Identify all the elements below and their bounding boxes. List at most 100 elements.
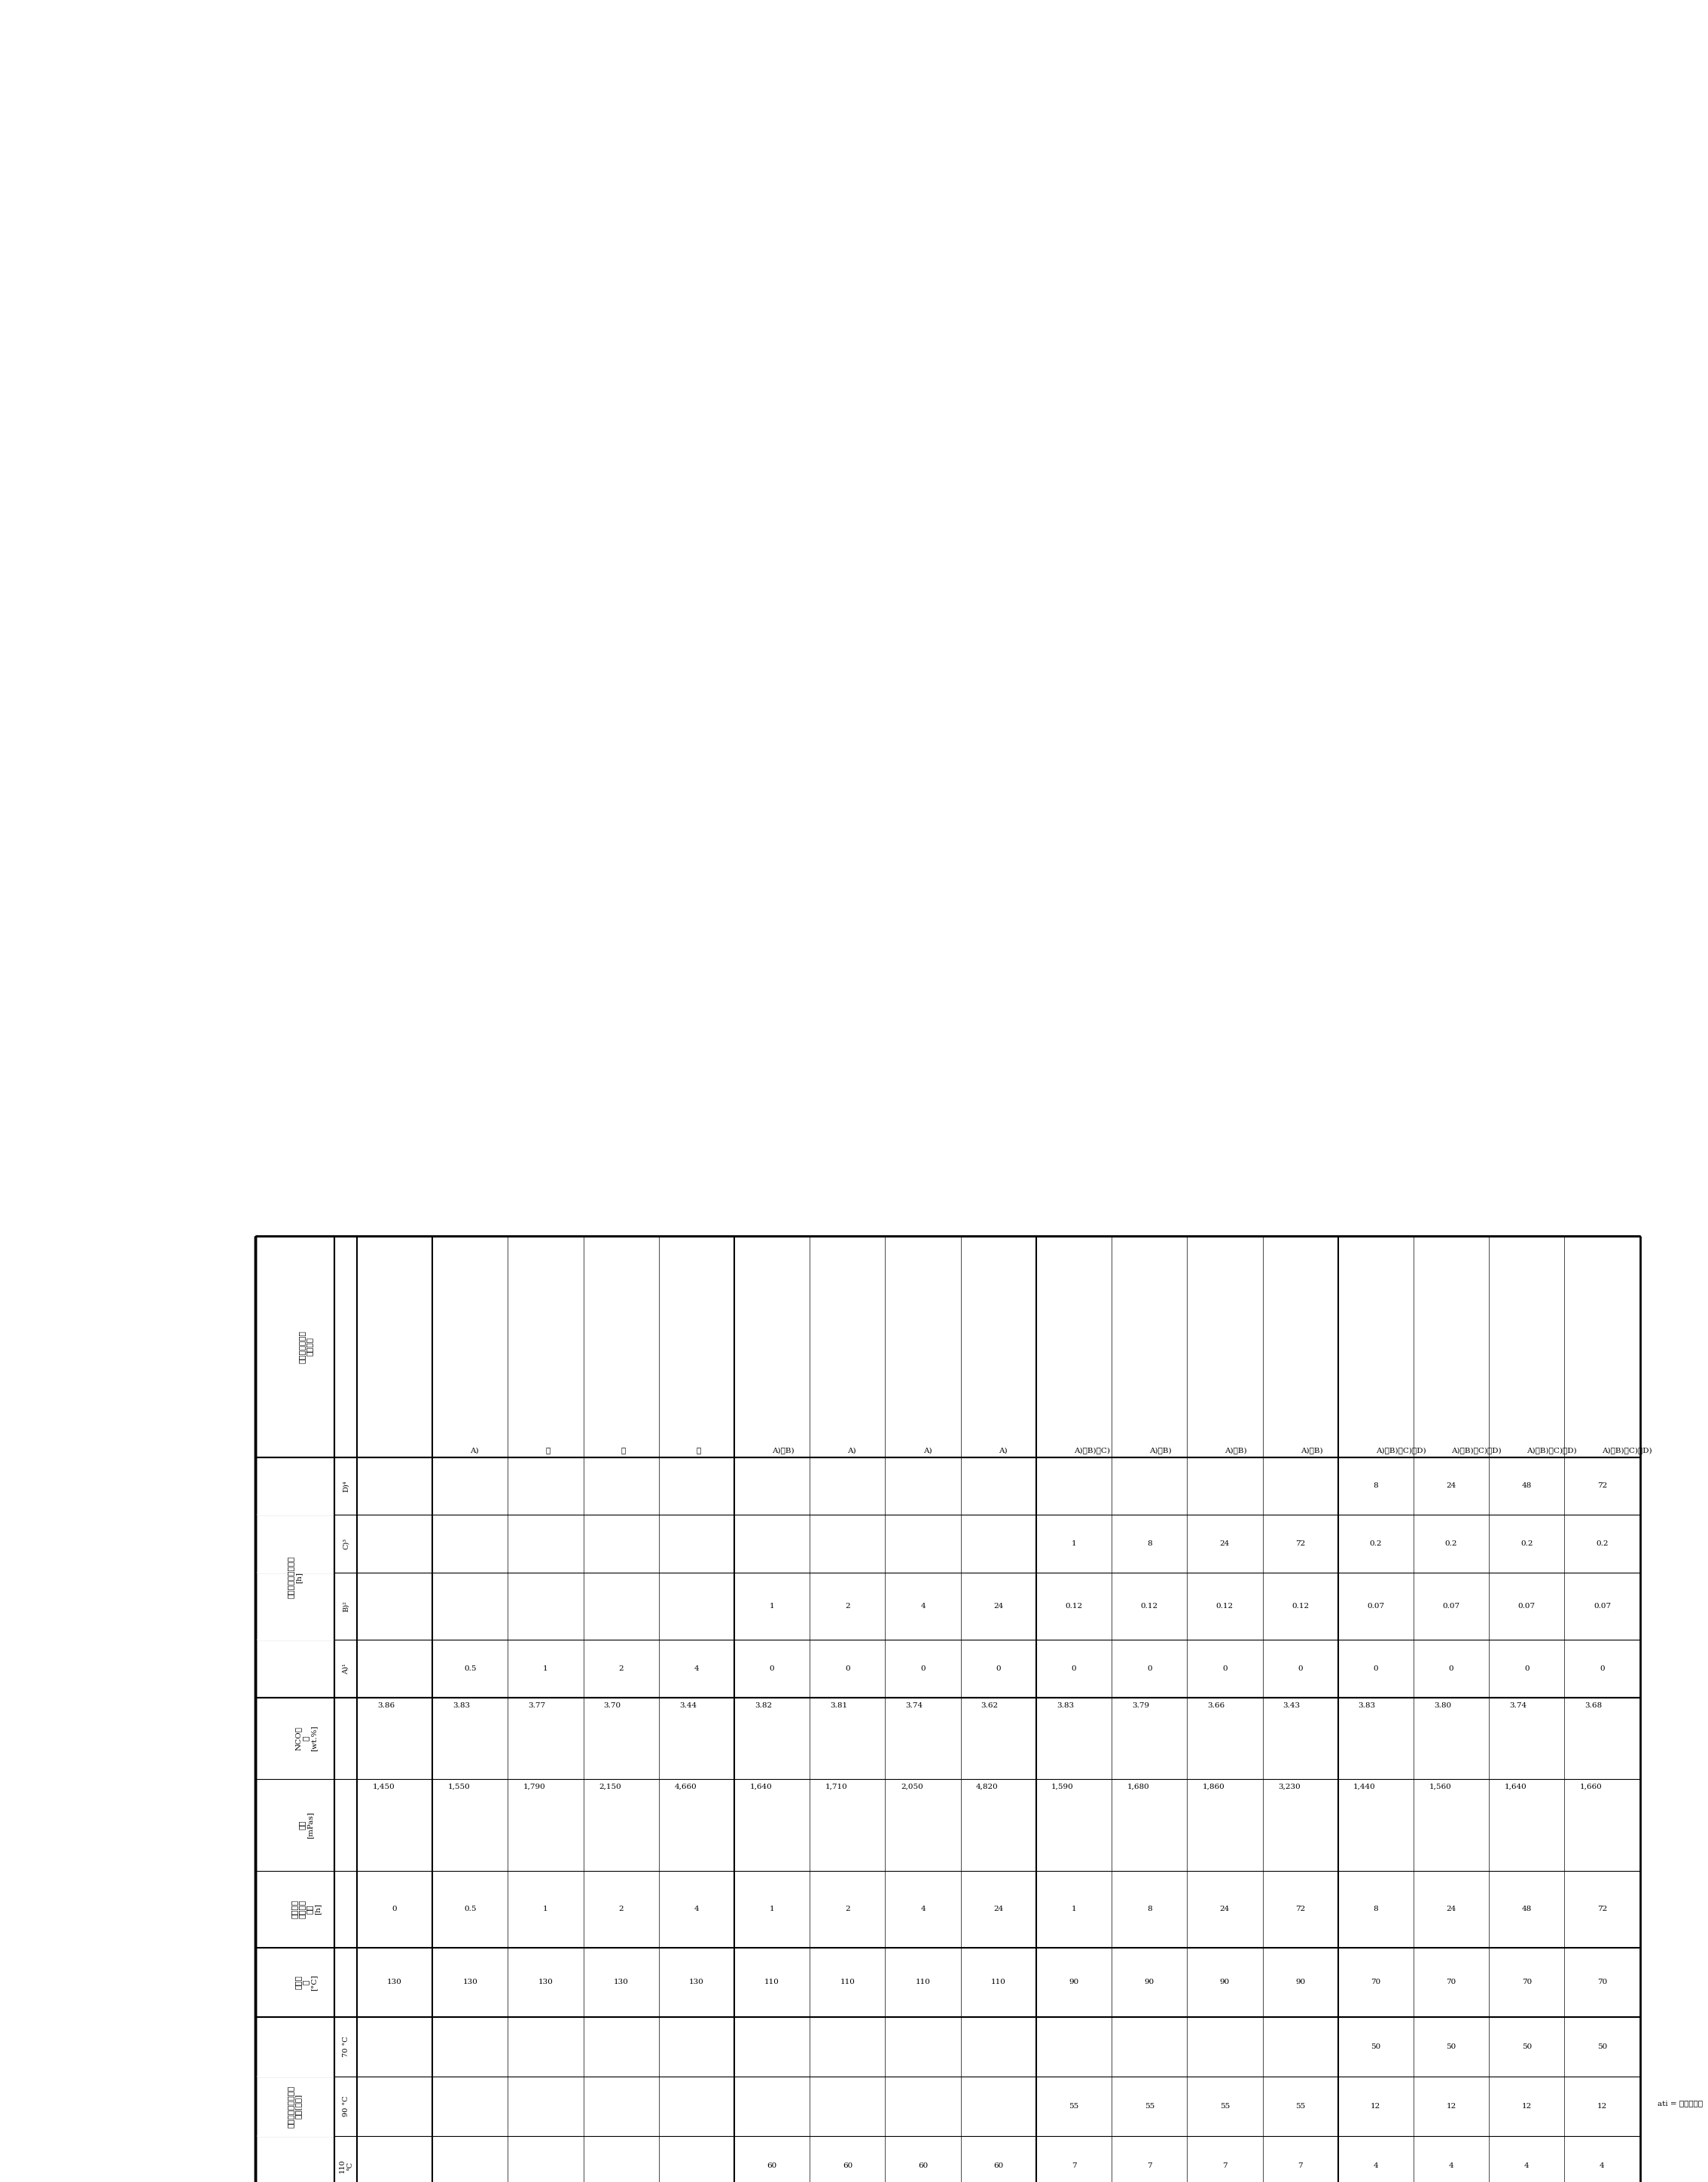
Text: 0.07: 0.07 xyxy=(1518,1604,1535,1610)
Text: 1,860: 1,860 xyxy=(1202,1783,1225,1791)
Text: 0: 0 xyxy=(1448,1665,1454,1671)
Text: 1,660: 1,660 xyxy=(1580,1783,1602,1791)
Text: 110: 110 xyxy=(915,1979,931,1986)
Text: 1,550: 1,550 xyxy=(447,1783,470,1791)
Text: 0: 0 xyxy=(845,1665,851,1671)
Text: 60: 60 xyxy=(767,2162,777,2169)
Text: 3.82: 3.82 xyxy=(755,1702,772,1709)
Text: 0.2: 0.2 xyxy=(1595,1540,1609,1547)
Text: 3.74: 3.74 xyxy=(1510,1702,1527,1709)
Text: 130: 130 xyxy=(613,1979,629,1986)
Text: 满足在温度段的
停留时间: 满足在温度段的 停留时间 xyxy=(299,1331,313,1364)
Text: 72: 72 xyxy=(1597,1905,1607,1914)
Text: 0: 0 xyxy=(770,1665,774,1671)
Text: 8: 8 xyxy=(1373,1905,1378,1914)
Text: 4: 4 xyxy=(1448,2162,1454,2169)
Text: 4,820: 4,820 xyxy=(975,1783,999,1791)
Text: 90: 90 xyxy=(1220,1979,1230,1986)
Text: 110: 110 xyxy=(991,1979,1006,1986)
Text: 2: 2 xyxy=(618,1665,623,1671)
Text: 24: 24 xyxy=(994,1604,1003,1610)
Text: 8: 8 xyxy=(1146,1540,1151,1547)
Text: A): A) xyxy=(470,1447,478,1453)
Text: 4: 4 xyxy=(693,1905,699,1914)
Text: 60: 60 xyxy=(917,2162,927,2169)
Text: 1: 1 xyxy=(543,1665,548,1671)
Text: 1,440: 1,440 xyxy=(1353,1783,1375,1791)
Text: 70 °C: 70 °C xyxy=(342,2036,348,2058)
Text: 72: 72 xyxy=(1597,1482,1607,1490)
Text: ati = 根据本发明: ati = 根据本发明 xyxy=(1657,2099,1703,2106)
Text: A): A) xyxy=(847,1447,856,1453)
Text: 0.2: 0.2 xyxy=(1445,1540,1457,1547)
Text: 无: 无 xyxy=(622,1447,625,1453)
Text: 0.5: 0.5 xyxy=(465,1905,477,1914)
Text: A): A) xyxy=(999,1447,1008,1453)
Text: 0: 0 xyxy=(1373,1665,1378,1671)
Text: 4: 4 xyxy=(1373,2162,1378,2169)
Text: 1,680: 1,680 xyxy=(1127,1783,1149,1791)
Text: 50: 50 xyxy=(1447,2042,1457,2051)
Text: D)⁴: D)⁴ xyxy=(342,1479,348,1492)
Text: 达到以下温度的冷却
时间[分钟]: 达到以下温度的冷却 时间[分钟] xyxy=(287,2086,302,2127)
Text: 55: 55 xyxy=(1144,2103,1155,2110)
Text: A)、B)、C)和D): A)、B)、C)和D) xyxy=(1602,1447,1652,1453)
Text: 4: 4 xyxy=(921,1905,926,1914)
Text: 7: 7 xyxy=(1298,2162,1303,2169)
Text: 2: 2 xyxy=(845,1604,851,1610)
Text: 0.2: 0.2 xyxy=(1520,1540,1532,1547)
Text: 3.86: 3.86 xyxy=(377,1702,395,1709)
Text: 24: 24 xyxy=(1447,1482,1457,1490)
Text: 7: 7 xyxy=(1223,2162,1228,2169)
Text: 3.66: 3.66 xyxy=(1208,1702,1225,1709)
Text: 1,790: 1,790 xyxy=(523,1783,545,1791)
Text: 7: 7 xyxy=(1071,2162,1076,2169)
Text: 130: 130 xyxy=(688,1979,704,1986)
Text: 粘度
[mPas]: 粘度 [mPas] xyxy=(299,1811,313,1839)
Text: 60: 60 xyxy=(994,2162,1003,2169)
Text: 2,150: 2,150 xyxy=(600,1783,622,1791)
Text: 3.70: 3.70 xyxy=(603,1702,622,1709)
Text: 24: 24 xyxy=(1447,1905,1457,1914)
Text: 90 °C: 90 °C xyxy=(342,2097,348,2117)
Text: 90: 90 xyxy=(1144,1979,1155,1986)
Text: 4: 4 xyxy=(1600,2162,1604,2169)
Text: 48: 48 xyxy=(1522,1905,1532,1914)
Text: 0.12: 0.12 xyxy=(1291,1604,1308,1610)
Text: 1,450: 1,450 xyxy=(372,1783,395,1791)
Text: 12: 12 xyxy=(1522,2103,1532,2110)
Text: 0: 0 xyxy=(1524,1665,1529,1671)
Text: 130: 130 xyxy=(463,1979,478,1986)
Text: A)、B)、C)和D): A)、B)、C)和D) xyxy=(1527,1447,1576,1453)
Text: 60: 60 xyxy=(842,2162,852,2169)
Text: 7: 7 xyxy=(1146,2162,1151,2169)
Text: 3.74: 3.74 xyxy=(905,1702,922,1709)
Text: 130: 130 xyxy=(538,1979,553,1986)
Text: 90: 90 xyxy=(1295,1979,1305,1986)
Text: 8: 8 xyxy=(1373,1482,1378,1490)
Text: A): A) xyxy=(922,1447,933,1453)
Text: 1: 1 xyxy=(1071,1540,1076,1547)
Text: 0: 0 xyxy=(996,1665,1001,1671)
Text: 1,640: 1,640 xyxy=(750,1783,772,1791)
Text: 2: 2 xyxy=(618,1905,623,1914)
Text: 72: 72 xyxy=(1295,1905,1305,1914)
Text: 55: 55 xyxy=(1220,2103,1230,2110)
Text: 3.83: 3.83 xyxy=(453,1702,470,1709)
Text: 4: 4 xyxy=(693,1665,699,1671)
Text: 2,050: 2,050 xyxy=(900,1783,922,1791)
Text: 110
°C: 110 °C xyxy=(338,2160,354,2173)
Text: 12: 12 xyxy=(1372,2103,1380,2110)
Text: 70: 70 xyxy=(1522,1979,1532,1986)
Text: 0: 0 xyxy=(1146,1665,1151,1671)
Text: NCO含
量
[wt.%]: NCO含 量 [wt.%] xyxy=(295,1726,318,1752)
Text: 70: 70 xyxy=(1597,1979,1607,1986)
Text: 12: 12 xyxy=(1597,2103,1607,2110)
Text: 72: 72 xyxy=(1295,1540,1305,1547)
Text: 130: 130 xyxy=(388,1979,401,1986)
Text: 0: 0 xyxy=(921,1665,926,1671)
Text: 70: 70 xyxy=(1372,1979,1380,1986)
Text: 110: 110 xyxy=(765,1979,779,1986)
Text: 0: 0 xyxy=(1071,1665,1076,1671)
Text: 24: 24 xyxy=(994,1905,1003,1914)
